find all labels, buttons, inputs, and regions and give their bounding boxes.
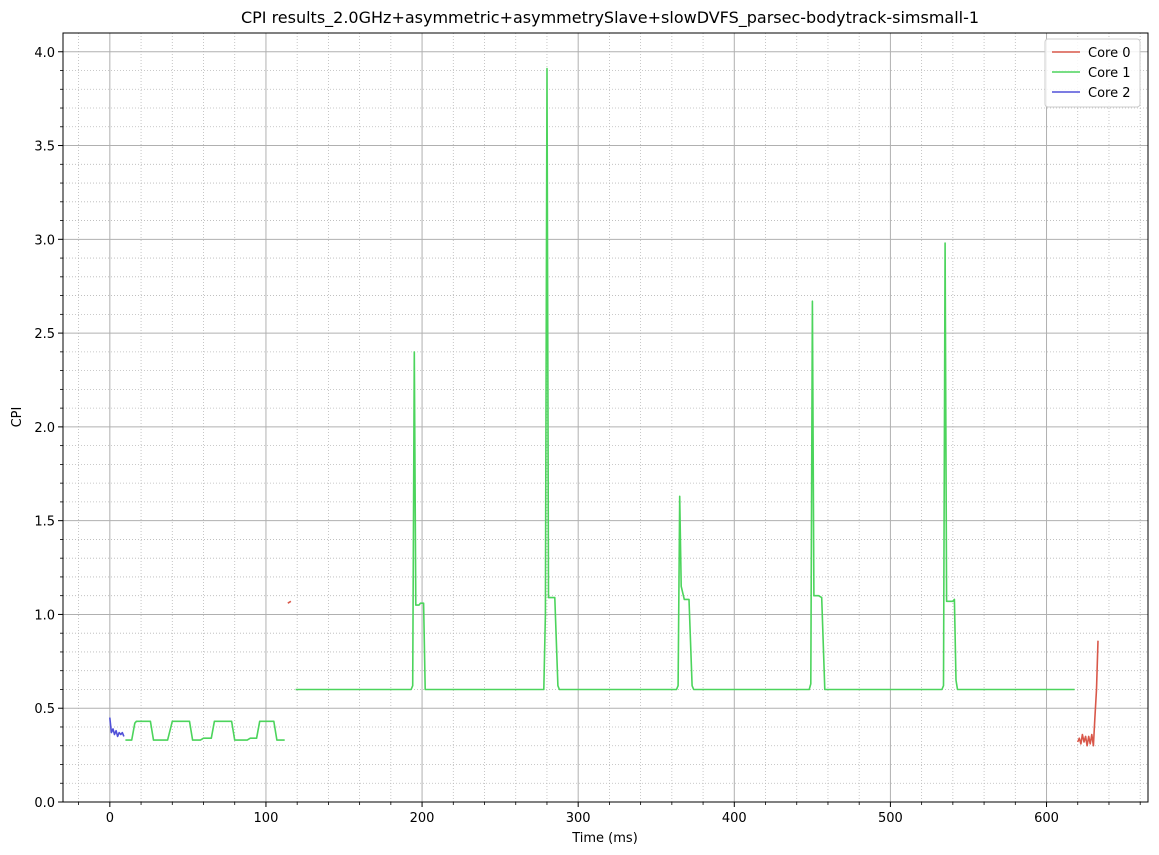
core-2-series-line xyxy=(109,717,125,738)
x-tick-label: 400 xyxy=(722,811,747,826)
x-tick-label: 0 xyxy=(106,811,114,826)
minor-grid xyxy=(63,33,1148,802)
chart-title: CPI results_2.0GHz+asymmetric+asymmetryS… xyxy=(241,8,979,28)
core-1-series-line xyxy=(295,67,1075,691)
y-tick-label: 2.5 xyxy=(34,327,55,342)
x-tick-label: 500 xyxy=(878,811,903,826)
y-tick-label: 3.0 xyxy=(34,233,55,248)
y-tick-label: 0.5 xyxy=(34,702,55,717)
y-axis-label: CPI xyxy=(10,407,25,428)
legend-label-core-0: Core 0 xyxy=(1088,46,1131,61)
core-0-series-line xyxy=(1076,640,1099,747)
axis-ticks: 0 100 200 300 400 500 600 0.0 0.5 1.0 1.5 2.0 2.5 3.0… xyxy=(34,46,1141,826)
x-axis-label: Time (ms) xyxy=(571,831,638,846)
legend-label-core-1: Core 1 xyxy=(1088,66,1131,81)
x-tick-label: 600 xyxy=(1034,811,1059,826)
legend: Core 0 Core 1 Core 2 xyxy=(1044,38,1141,108)
legend-label-core-2: Core 2 xyxy=(1088,86,1131,101)
x-tick-label: 300 xyxy=(566,811,591,826)
legend-box xyxy=(1044,38,1141,108)
x-tick-label: 100 xyxy=(254,811,279,826)
y-tick-label: 3.5 xyxy=(34,140,55,155)
y-tick-label: 1.5 xyxy=(34,515,55,530)
major-grid xyxy=(63,33,1148,803)
y-tick-label: 4.0 xyxy=(34,46,55,61)
core-1-series-line xyxy=(125,720,285,741)
core-0-series-line xyxy=(287,600,292,604)
x-tick-label: 200 xyxy=(410,811,435,826)
y-tick-label: 1.0 xyxy=(34,608,55,623)
y-tick-label: 0.0 xyxy=(34,796,55,811)
plot-frame xyxy=(62,32,1149,803)
y-tick-label: 2.0 xyxy=(34,421,55,436)
series-lines xyxy=(109,67,1099,747)
